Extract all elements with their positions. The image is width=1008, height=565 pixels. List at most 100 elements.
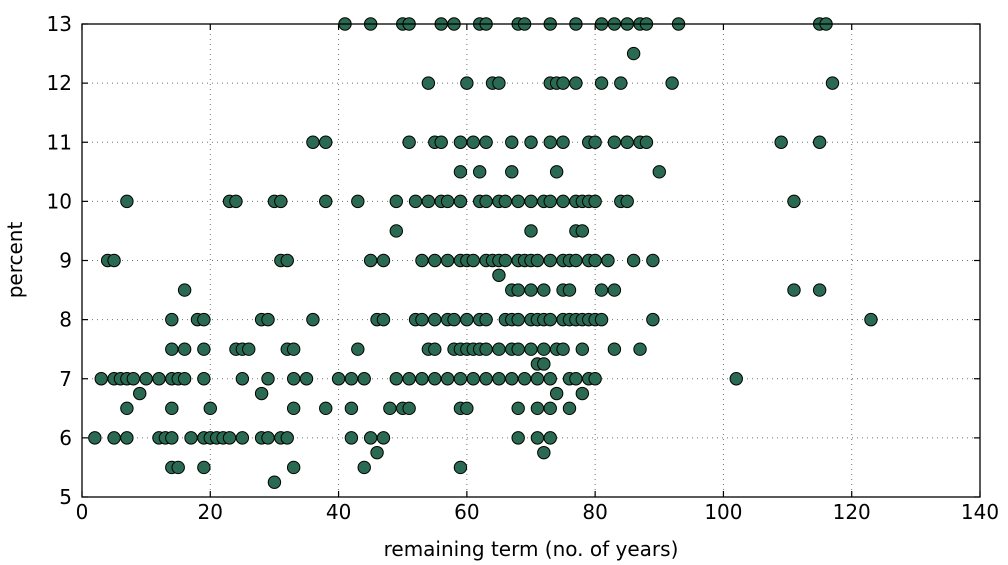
data-point: [107, 253, 121, 268]
data-point: [389, 224, 403, 238]
y-tick-label: 10: [47, 189, 72, 213]
data-point: [569, 372, 583, 386]
data-point: [254, 386, 269, 401]
data-point: [434, 135, 448, 149]
x-tick-label: 100: [704, 500, 742, 524]
data-point: [447, 312, 461, 327]
data-point: [428, 342, 442, 356]
data-point: [453, 460, 468, 475]
data-point: [402, 401, 416, 416]
data-point: [197, 460, 211, 475]
data-point: [383, 401, 397, 416]
data-point: [453, 135, 468, 149]
data-point: [543, 401, 557, 416]
data-point: [389, 372, 403, 386]
data-point: [569, 253, 583, 268]
data-point: [812, 283, 827, 297]
data-point: [453, 372, 468, 386]
data-point: [261, 312, 275, 327]
data-point: [184, 431, 198, 445]
data-point: [344, 401, 359, 416]
data-point: [594, 76, 609, 90]
data-point: [440, 194, 455, 209]
data-point: [306, 312, 320, 327]
data-point: [588, 194, 602, 209]
data-point: [286, 372, 301, 386]
data-point: [633, 342, 647, 356]
x-tick-label: 120: [833, 500, 871, 524]
data-point: [524, 342, 538, 356]
data-point: [626, 46, 641, 61]
x-tick-label: 80: [582, 500, 607, 524]
data-point: [331, 372, 346, 386]
data-point: [402, 372, 416, 386]
x-tick-label: 0: [76, 500, 89, 524]
data-point: [479, 372, 493, 386]
data-point: [646, 312, 660, 327]
data-point: [524, 135, 538, 149]
data-point: [530, 431, 545, 445]
data-point: [479, 312, 493, 327]
data-point: [543, 135, 557, 149]
data-point: [460, 312, 474, 327]
data-point: [242, 342, 256, 356]
data-point: [370, 445, 384, 460]
data-point: [601, 253, 615, 268]
data-point: [177, 372, 192, 386]
x-tick-label: 140: [961, 500, 999, 524]
data-point: [107, 431, 121, 445]
data-point: [530, 401, 545, 416]
data-point: [492, 268, 506, 282]
data-points: [88, 17, 878, 489]
y-tick-label: 9: [59, 249, 72, 273]
data-point: [530, 253, 545, 268]
data-point: [165, 401, 179, 416]
data-point: [549, 386, 564, 401]
data-point: [626, 253, 641, 268]
data-point: [229, 194, 243, 209]
data-point: [729, 372, 743, 386]
data-point: [466, 135, 480, 149]
data-point: [492, 372, 506, 386]
data-point: [543, 372, 557, 386]
data-point: [537, 283, 551, 297]
data-point: [460, 76, 474, 90]
data-point: [543, 312, 557, 327]
data-point: [177, 342, 192, 356]
data-point: [267, 475, 282, 489]
data-point: [479, 135, 493, 149]
data-point: [357, 372, 371, 386]
y-tick-label: 11: [47, 130, 72, 154]
data-point: [120, 431, 134, 445]
y-tick-label: 12: [47, 71, 72, 95]
data-point: [299, 372, 314, 386]
data-point: [787, 194, 801, 209]
data-point: [376, 431, 391, 445]
data-point: [280, 253, 294, 268]
data-point: [556, 76, 570, 90]
data-point: [126, 372, 141, 386]
data-point: [197, 372, 211, 386]
data-point: [165, 342, 179, 356]
data-point: [639, 135, 654, 149]
y-tick-label: 7: [59, 367, 72, 391]
data-point: [94, 372, 108, 386]
data-point: [665, 76, 679, 90]
data-point: [549, 165, 564, 179]
data-point: [120, 194, 134, 209]
data-point: [511, 283, 525, 297]
data-point: [498, 253, 513, 268]
data-point: [440, 253, 455, 268]
data-point: [505, 165, 519, 179]
data-point: [472, 165, 487, 179]
data-point: [524, 283, 538, 297]
data-point: [133, 386, 147, 401]
data-point: [588, 372, 602, 386]
data-point: [787, 283, 801, 297]
data-point: [203, 401, 217, 416]
data-point: [588, 135, 602, 149]
data-point: [466, 372, 480, 386]
data-point: [556, 194, 570, 209]
data-point: [415, 372, 429, 386]
data-point: [505, 135, 519, 149]
